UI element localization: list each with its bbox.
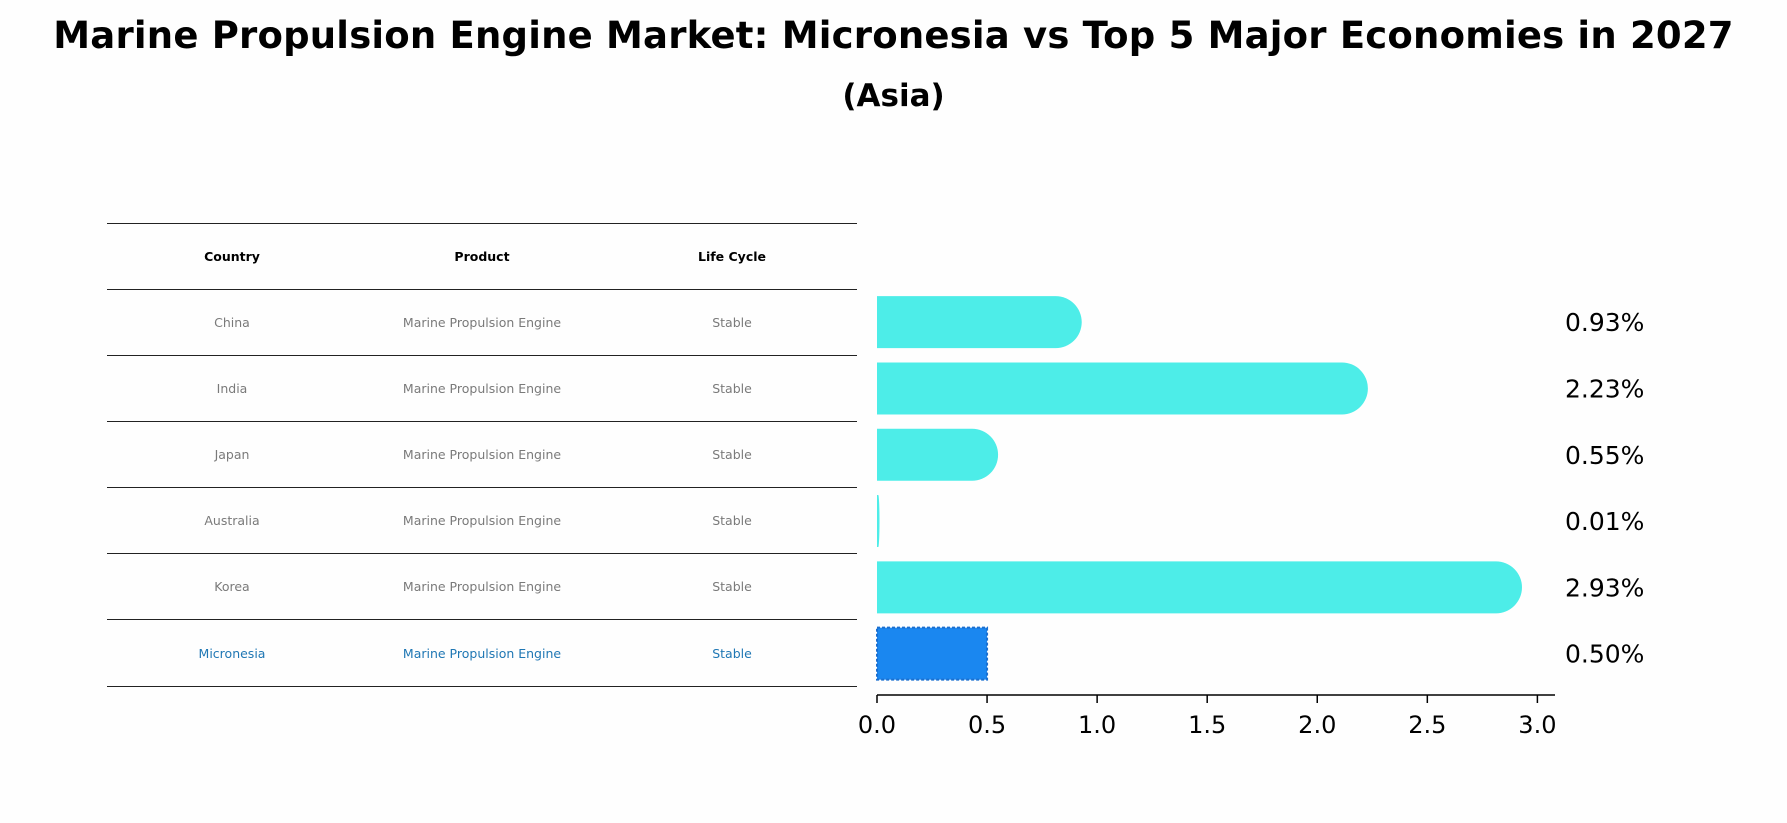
chart-title: Marine Propulsion Engine Market: Microne…	[53, 14, 1734, 57]
cell-product: Marine Propulsion Engine	[402, 381, 562, 396]
cell-life-cycle: Stable	[712, 579, 752, 594]
header-product: Product	[454, 249, 510, 264]
bar-highlight	[876, 626, 989, 681]
bar-value-label: 0.50%	[1565, 640, 1644, 669]
bar-value-label: 2.93%	[1565, 573, 1644, 602]
x-tick-label: 0.0	[858, 711, 896, 739]
bar	[877, 428, 999, 481]
cell-product: Marine Propulsion Engine	[402, 513, 562, 528]
data-table: Country Product Life Cycle China Marine …	[107, 223, 857, 687]
cell-product: Marine Propulsion Engine	[402, 447, 562, 462]
chart-subtitle: (Asia)	[842, 78, 945, 114]
table-row: Japan Marine Propulsion Engine Stable	[107, 421, 857, 487]
table-header-row: Country Product Life Cycle	[107, 223, 857, 289]
bar-value-label: 0.01%	[1565, 507, 1644, 536]
table-row: China Marine Propulsion Engine Stable	[107, 289, 857, 355]
x-tick-label: 2.5	[1408, 711, 1446, 739]
x-tick-label: 3.0	[1518, 711, 1556, 739]
table-row-highlighted: Micronesia Marine Propulsion Engine Stab…	[107, 619, 857, 687]
bar	[877, 362, 1368, 415]
cell-country: Korea	[214, 579, 250, 594]
table-row: Korea Marine Propulsion Engine Stable	[107, 553, 857, 619]
x-tick-label: 1.5	[1188, 711, 1226, 739]
cell-country: Micronesia	[198, 645, 266, 661]
cell-product: Marine Propulsion Engine	[402, 579, 562, 594]
cell-country: Japan	[214, 447, 250, 462]
cell-life-cycle: Stable	[712, 315, 752, 330]
cell-life-cycle: Stable	[712, 381, 752, 396]
header-life-cycle: Life Cycle	[697, 249, 766, 264]
x-tick-label: 2.0	[1298, 711, 1336, 739]
cell-product: Marine Propulsion Engine	[402, 645, 562, 661]
x-tick-label: 0.5	[968, 711, 1006, 739]
header-country: Country	[204, 249, 260, 264]
bar	[877, 296, 1082, 349]
cell-life-cycle: Stable	[712, 447, 752, 462]
cell-country: India	[216, 381, 248, 396]
cell-country: China	[214, 315, 250, 330]
bar-value-label: 0.93%	[1565, 308, 1644, 337]
cell-life-cycle: Stable	[712, 645, 752, 661]
x-tick-label: 1.0	[1078, 711, 1116, 739]
bar	[877, 495, 880, 548]
bar-value-label: 2.23%	[1565, 374, 1644, 403]
cell-life-cycle: Stable	[712, 513, 752, 528]
cell-country: Australia	[204, 513, 260, 528]
table-row: Australia Marine Propulsion Engine Stabl…	[107, 487, 857, 553]
cell-product: Marine Propulsion Engine	[402, 315, 562, 330]
table-row: India Marine Propulsion Engine Stable	[107, 355, 857, 421]
bar-value-label: 0.55%	[1565, 441, 1644, 470]
bar	[877, 561, 1522, 614]
